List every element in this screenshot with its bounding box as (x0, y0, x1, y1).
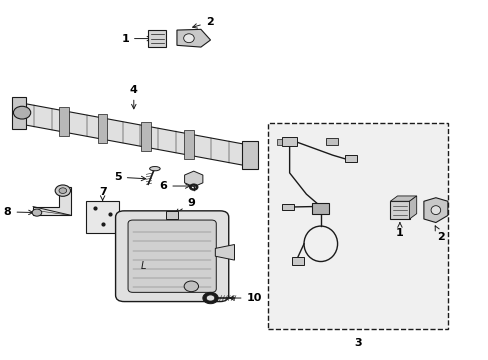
Polygon shape (276, 139, 282, 145)
Text: 5: 5 (114, 172, 145, 182)
Text: 2: 2 (192, 17, 213, 28)
Text: 8: 8 (4, 207, 33, 217)
Polygon shape (389, 201, 408, 219)
Polygon shape (389, 196, 416, 201)
Polygon shape (241, 141, 258, 169)
Ellipse shape (149, 167, 160, 171)
Text: 3: 3 (353, 338, 361, 348)
Polygon shape (282, 204, 294, 210)
Polygon shape (215, 244, 234, 260)
Text: 4: 4 (130, 85, 138, 109)
Bar (166, 211, 178, 219)
Bar (311, 203, 329, 214)
Polygon shape (291, 257, 304, 265)
Text: 7: 7 (99, 188, 106, 201)
Polygon shape (148, 30, 166, 47)
Polygon shape (141, 122, 150, 151)
Text: 2: 2 (434, 226, 444, 242)
Text: 1: 1 (395, 222, 403, 238)
Bar (86, 201, 119, 233)
Circle shape (14, 106, 31, 119)
Polygon shape (282, 138, 296, 146)
Circle shape (32, 209, 41, 216)
Text: 1: 1 (121, 33, 151, 44)
Bar (267, 123, 447, 329)
Circle shape (184, 281, 198, 292)
Text: 6: 6 (159, 181, 189, 191)
Polygon shape (98, 114, 107, 143)
Text: 9: 9 (175, 198, 195, 213)
Polygon shape (184, 130, 193, 159)
FancyBboxPatch shape (128, 220, 216, 292)
Ellipse shape (183, 34, 194, 42)
Ellipse shape (430, 206, 440, 215)
Circle shape (59, 188, 66, 193)
Polygon shape (177, 30, 210, 47)
Polygon shape (408, 196, 416, 219)
Text: 10: 10 (229, 293, 261, 303)
Polygon shape (33, 187, 71, 215)
Text: L: L (141, 261, 146, 271)
Polygon shape (344, 155, 356, 162)
Polygon shape (16, 102, 246, 166)
Polygon shape (423, 198, 447, 222)
Polygon shape (60, 107, 69, 136)
Polygon shape (325, 138, 337, 145)
FancyBboxPatch shape (115, 211, 228, 302)
Polygon shape (12, 97, 26, 129)
Circle shape (55, 185, 70, 196)
